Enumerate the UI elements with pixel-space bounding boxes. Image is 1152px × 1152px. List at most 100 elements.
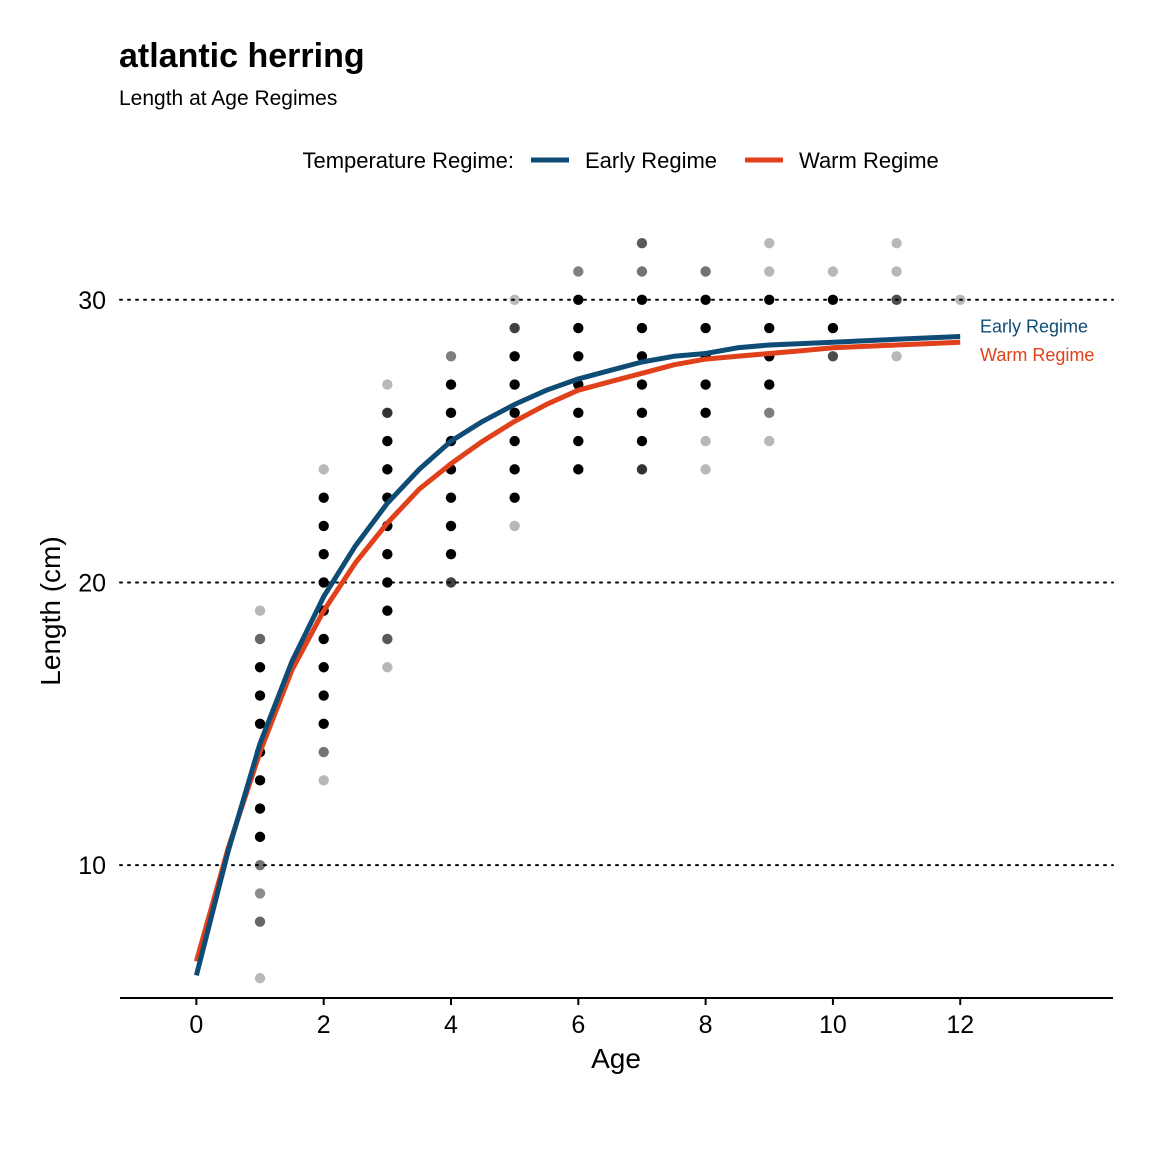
data-point (382, 464, 393, 475)
data-point (254, 718, 266, 729)
data-point (509, 520, 520, 532)
data-point (318, 718, 329, 729)
data-point (891, 351, 902, 362)
y-axis-ticks: 10 20 30 (78, 287, 106, 880)
data-point (636, 407, 648, 419)
data-point (636, 322, 648, 334)
data-point (764, 294, 775, 305)
curve-end-labels: Early Regime Warm Regime (980, 317, 1094, 366)
data-point (318, 746, 329, 758)
data-point (700, 435, 711, 447)
data-point (318, 633, 329, 645)
data-point (254, 916, 266, 927)
y-tick-label: 10 (78, 852, 106, 880)
data-point (636, 464, 648, 475)
legend-label-early-regime: Early Regime (585, 148, 717, 173)
data-point (445, 577, 457, 588)
data-point (573, 435, 584, 447)
gridlines (119, 298, 1114, 867)
data-point (764, 238, 775, 249)
data-point (573, 294, 584, 305)
data-point (764, 266, 775, 277)
legend: Temperature Regime: Early Regime Warm Re… (302, 148, 938, 173)
data-point (445, 351, 457, 362)
y-tick-label: 30 (78, 287, 106, 315)
data-point (509, 351, 520, 362)
data-point (509, 294, 520, 305)
data-point (573, 464, 584, 475)
data-point (254, 662, 266, 673)
curve-early-regime (193, 334, 961, 977)
data-point (636, 266, 648, 277)
data-point (573, 322, 584, 334)
data-point (445, 492, 457, 503)
data-point (318, 520, 329, 532)
curve-warm-regime (193, 339, 961, 962)
data-point (254, 803, 266, 814)
data-point (382, 379, 393, 390)
regime-curves (193, 334, 961, 977)
data-point (891, 266, 902, 277)
data-point (382, 633, 393, 645)
data-point (700, 379, 711, 390)
data-point (764, 379, 775, 390)
data-point (955, 294, 966, 305)
data-point (700, 266, 711, 277)
data-point (700, 407, 711, 419)
data-point (318, 464, 329, 475)
data-point (382, 435, 393, 447)
end-label-warm-regime: Warm Regime (980, 345, 1094, 365)
data-point (700, 322, 711, 334)
y-tick-label: 20 (78, 569, 106, 597)
data-point (254, 831, 266, 843)
data-point (573, 407, 584, 419)
data-point (509, 407, 520, 419)
data-point (509, 322, 520, 334)
legend-label-warm-regime: Warm Regime (799, 148, 939, 173)
data-point (636, 238, 648, 249)
x-tick-label: 8 (699, 1011, 713, 1039)
data-point (509, 464, 520, 475)
data-point (254, 633, 266, 645)
data-point (509, 492, 520, 503)
data-point (509, 435, 520, 447)
data-point (636, 294, 648, 305)
data-point (636, 379, 648, 390)
x-tick-label: 2 (317, 1011, 331, 1039)
data-point (445, 379, 457, 390)
data-point (827, 322, 839, 334)
data-point (764, 435, 775, 447)
x-axis-title: Age (591, 1043, 641, 1074)
data-point (318, 775, 329, 786)
data-point (573, 266, 584, 277)
data-point (445, 548, 457, 560)
data-point (700, 294, 711, 305)
data-point (827, 294, 839, 305)
data-point (254, 859, 266, 871)
x-tick-label: 0 (189, 1011, 203, 1039)
data-point (891, 294, 902, 305)
data-point (764, 322, 775, 334)
data-point (382, 662, 393, 673)
x-tick-label: 6 (571, 1011, 585, 1039)
data-point (573, 351, 584, 362)
data-point (636, 435, 648, 447)
data-points (254, 238, 966, 984)
data-point (318, 548, 329, 560)
data-point (318, 690, 329, 701)
data-point (764, 407, 775, 419)
data-point (318, 577, 329, 588)
data-point (318, 662, 329, 673)
data-point (254, 888, 266, 899)
x-tick-label: 12 (946, 1011, 974, 1039)
data-point (318, 492, 329, 503)
data-point (254, 775, 266, 786)
data-point (382, 605, 393, 616)
data-point (636, 351, 648, 362)
y-axis-title: Length (cm) (35, 536, 66, 685)
data-point (382, 577, 393, 588)
x-tick-label: 10 (819, 1011, 847, 1039)
data-point (891, 238, 902, 249)
